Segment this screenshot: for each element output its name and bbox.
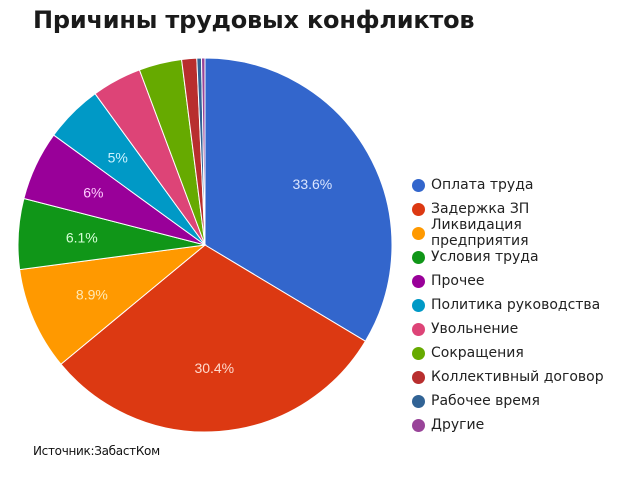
legend-label: Условия труда (431, 249, 539, 265)
slice-label: 30.4% (194, 360, 234, 376)
legend: Оплата труда Задержка ЗП Ликвидация предпр… (412, 173, 620, 437)
slice-label: 33.6% (293, 176, 333, 192)
legend-item: Оплата труда (412, 173, 620, 197)
legend-label: Увольнение (431, 321, 519, 337)
legend-item: Сокращения (412, 341, 620, 365)
legend-color-dot-icon (412, 370, 425, 384)
slice-label: 5% (108, 150, 128, 166)
legend-item: Ликвидация предприятия (412, 217, 620, 249)
legend-label: Рабочее время (431, 393, 540, 409)
pie-labels: 33.6% 30.4% 8.9% 6.1% 6% 5% (66, 150, 332, 376)
chart-title: Причины трудовых конфликтов (33, 6, 475, 34)
legend-item: Условия труда (412, 245, 620, 269)
legend-label: Сокращения (431, 345, 524, 361)
legend-color-dot-icon (412, 274, 425, 288)
legend-color-dot-icon (412, 418, 425, 432)
legend-label: Ликвидация предприятия (431, 217, 529, 249)
legend-item: Коллективный договор (412, 365, 620, 389)
legend-color-dot-icon (412, 178, 425, 192)
legend-item: Увольнение (412, 317, 620, 341)
pie-slice (200, 57, 206, 246)
legend-label: Другие (431, 417, 485, 433)
legend-color-dot-icon (412, 322, 425, 336)
legend-label: Задержка ЗП (431, 201, 530, 217)
legend-item: Политика руководства (412, 293, 620, 317)
legend-item: Задержка ЗП (412, 197, 620, 221)
legend-item: Другие (412, 413, 620, 437)
legend-color-dot-icon (412, 226, 425, 240)
legend-label: Политика руководства (431, 297, 601, 313)
legend-color-dot-icon (412, 346, 425, 360)
legend-color-dot-icon (412, 250, 425, 264)
legend-label: Коллективный договор (431, 369, 604, 385)
legend-item: Рабочее время (412, 389, 620, 413)
legend-color-dot-icon (412, 394, 425, 408)
slice-label: 8.9% (76, 286, 108, 302)
slice-label: 6.1% (66, 230, 98, 246)
legend-color-dot-icon (412, 298, 425, 312)
pie-slice (204, 57, 393, 342)
legend-item: Прочее (412, 269, 620, 293)
pie-slices (17, 57, 393, 433)
pie-slice (60, 244, 367, 433)
legend-label: Оплата труда (431, 177, 534, 193)
slice-label: 6% (83, 184, 103, 200)
source-note: Источник:ЗабастКом (33, 444, 160, 458)
pie-slice (19, 244, 207, 365)
legend-color-dot-icon (412, 202, 425, 216)
legend-label: Прочее (431, 273, 485, 289)
